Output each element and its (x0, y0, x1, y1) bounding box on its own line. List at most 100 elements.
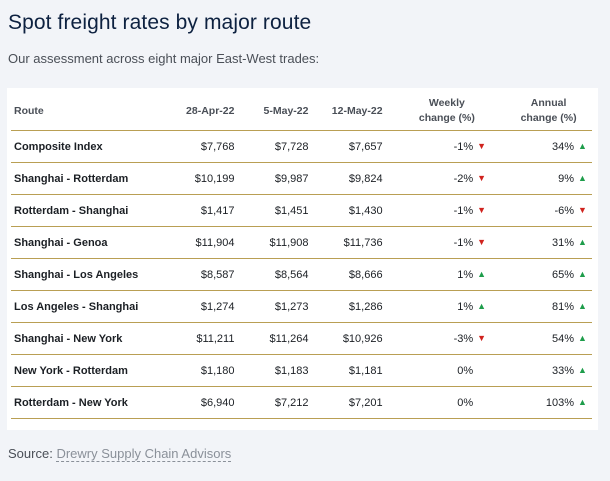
rate-date-2: $7,728 (234, 130, 309, 163)
rate-date-1: $7,768 (165, 130, 235, 163)
rate-date-1: $1,417 (165, 194, 235, 227)
annual-change: 31% ▲ (491, 226, 592, 259)
triangle-down-icon: ▼ (477, 237, 487, 247)
annual-change-value: 81% (551, 300, 574, 313)
triangle-down-icon: ▼ (578, 205, 587, 215)
route-name: Rotterdam - Shanghai (11, 194, 166, 227)
rate-date-3: $1,181 (308, 354, 383, 387)
weekly-change-wrap: -1% ▼ (454, 205, 492, 217)
table-body: Composite Index $7,768 $7,728 $7,657 -1% ▼ 34%… (11, 130, 592, 419)
annual-change-wrap: 34% ▲ (552, 141, 592, 153)
rate-date-1: $1,274 (165, 290, 235, 323)
triangle-up-icon: ▲ (578, 141, 587, 151)
rate-date-1: $10,199 (165, 162, 235, 195)
rate-date-3: $7,201 (308, 386, 383, 419)
weekly-change-value: 1% (457, 268, 474, 281)
annual-change-value: 54% (551, 332, 574, 345)
table-row: Shanghai - Los Angeles $8,587 $8,564 $8,666… (11, 258, 592, 291)
annual-change-wrap: 65% ▲ (552, 269, 592, 281)
no-change-spacer: ▲ (473, 365, 491, 376)
weekly-change: -1% ▼ (382, 194, 492, 227)
rate-date-3: $11,736 (308, 226, 383, 259)
rate-date-2: $1,183 (234, 354, 309, 387)
triangle-down-icon: ▼ (477, 205, 487, 215)
rate-date-3: $8,666 (308, 258, 383, 291)
rate-date-2: $9,987 (234, 162, 309, 195)
route-name: Los Angeles - Shanghai (11, 290, 166, 323)
weekly-change-wrap: 1% ▲ (457, 301, 491, 313)
weekly-change-wrap: 1% ▲ (457, 269, 491, 281)
weekly-change: 1% ▲ (382, 290, 492, 323)
table-row: Rotterdam - Shanghai $1,417 $1,451 $1,430 -1… (11, 194, 592, 227)
table-row: Los Angeles - Shanghai $1,274 $1,273 $1,286… (11, 290, 592, 323)
no-change-spacer: ▲ (473, 397, 491, 408)
annual-change-wrap: 54% ▲ (552, 333, 592, 345)
rate-date-2: $1,273 (234, 290, 309, 323)
table-header-row: Route 28-Apr-22 5-May-22 12-May-22 Weekl… (11, 92, 592, 131)
annual-change: 54% ▲ (491, 322, 592, 355)
rate-date-3: $7,657 (308, 130, 383, 163)
rate-date-3: $1,286 (308, 290, 383, 323)
route-name: Shanghai - Genoa (11, 226, 166, 259)
rate-date-3: $1,430 (308, 194, 383, 227)
table-row: Composite Index $7,768 $7,728 $7,657 -1% ▼ 34%… (11, 130, 592, 163)
weekly-change-value: -3% (453, 332, 474, 345)
header-date-2: 5-May-22 (234, 92, 309, 131)
header-annual-change: Annual change (%) (491, 92, 592, 131)
annual-change-value: -6% (554, 204, 574, 217)
weekly-change-wrap: -1% ▼ (454, 237, 492, 249)
route-name: Shanghai - Rotterdam (11, 162, 166, 195)
rates-table-card: Route 28-Apr-22 5-May-22 12-May-22 Weekl… (7, 88, 598, 430)
annual-change-wrap: 81% ▲ (552, 301, 592, 313)
weekly-change-wrap: -1% ▼ (454, 141, 492, 153)
rate-date-1: $11,211 (165, 322, 235, 355)
source-link[interactable]: Drewry Supply Chain Advisors (56, 446, 232, 462)
triangle-up-icon: ▲ (578, 365, 587, 375)
annual-change-wrap: 31% ▲ (552, 237, 592, 249)
weekly-change-wrap: 0%▲ (457, 397, 491, 409)
rate-date-2: $7,212 (234, 386, 309, 419)
annual-change-wrap: -6% ▼ (554, 205, 592, 217)
rate-date-2: $11,264 (234, 322, 309, 355)
weekly-change-value: -1% (453, 204, 474, 217)
rate-date-3: $9,824 (308, 162, 383, 195)
table-row: Rotterdam - New York $6,940 $7,212 $7,201 0%… (11, 386, 592, 419)
source-label: Source: (8, 446, 53, 461)
weekly-change-value: 0% (457, 396, 474, 409)
page-subtitle: Our assessment across eight major East-W… (8, 51, 320, 66)
triangle-up-icon: ▲ (477, 301, 487, 311)
triangle-down-icon: ▼ (477, 333, 487, 343)
annual-change: 33% ▲ (491, 354, 592, 387)
triangle-up-icon: ▲ (578, 269, 587, 279)
triangle-up-icon: ▲ (578, 301, 587, 311)
annual-change-value: 65% (551, 268, 574, 281)
annual-change: 9% ▲ (491, 162, 592, 195)
header-weekly-line1: Weekly (428, 97, 465, 109)
route-name: Shanghai - New York (11, 322, 166, 355)
rates-table: Route 28-Apr-22 5-May-22 12-May-22 Weekl… (11, 92, 592, 419)
weekly-change-wrap: -2% ▼ (454, 173, 492, 185)
route-name: New York - Rotterdam (11, 354, 166, 387)
rate-date-1: $6,940 (165, 386, 235, 419)
route-name: Rotterdam - New York (11, 386, 166, 419)
table-row: Shanghai - Rotterdam $10,199 $9,987 $9,824 -… (11, 162, 592, 195)
triangle-up-icon: ▲ (477, 269, 487, 279)
weekly-change: 0%▲ (382, 386, 492, 419)
weekly-change: -1% ▼ (382, 130, 492, 163)
table-row: New York - Rotterdam $1,180 $1,183 $1,181 0%… (11, 354, 592, 387)
rate-date-3: $10,926 (308, 322, 383, 355)
annual-change: 34% ▲ (491, 130, 592, 163)
triangle-up-icon: ▲ (578, 397, 587, 407)
annual-change-value: 31% (551, 236, 574, 249)
table-row: Shanghai - New York $11,211 $11,264 $10,926… (11, 322, 592, 355)
annual-change-value: 34% (551, 140, 574, 153)
header-annual-line2: change (%) (520, 112, 577, 124)
weekly-change-value: 0% (457, 364, 474, 377)
header-weekly-line2: change (%) (418, 112, 475, 124)
rate-date-1: $1,180 (165, 354, 235, 387)
header-weekly-change: Weekly change (%) (382, 92, 492, 131)
page-title: Spot freight rates by major route (8, 11, 312, 34)
triangle-up-icon: ▲ (578, 173, 587, 183)
annual-change-value: 103% (545, 396, 574, 409)
